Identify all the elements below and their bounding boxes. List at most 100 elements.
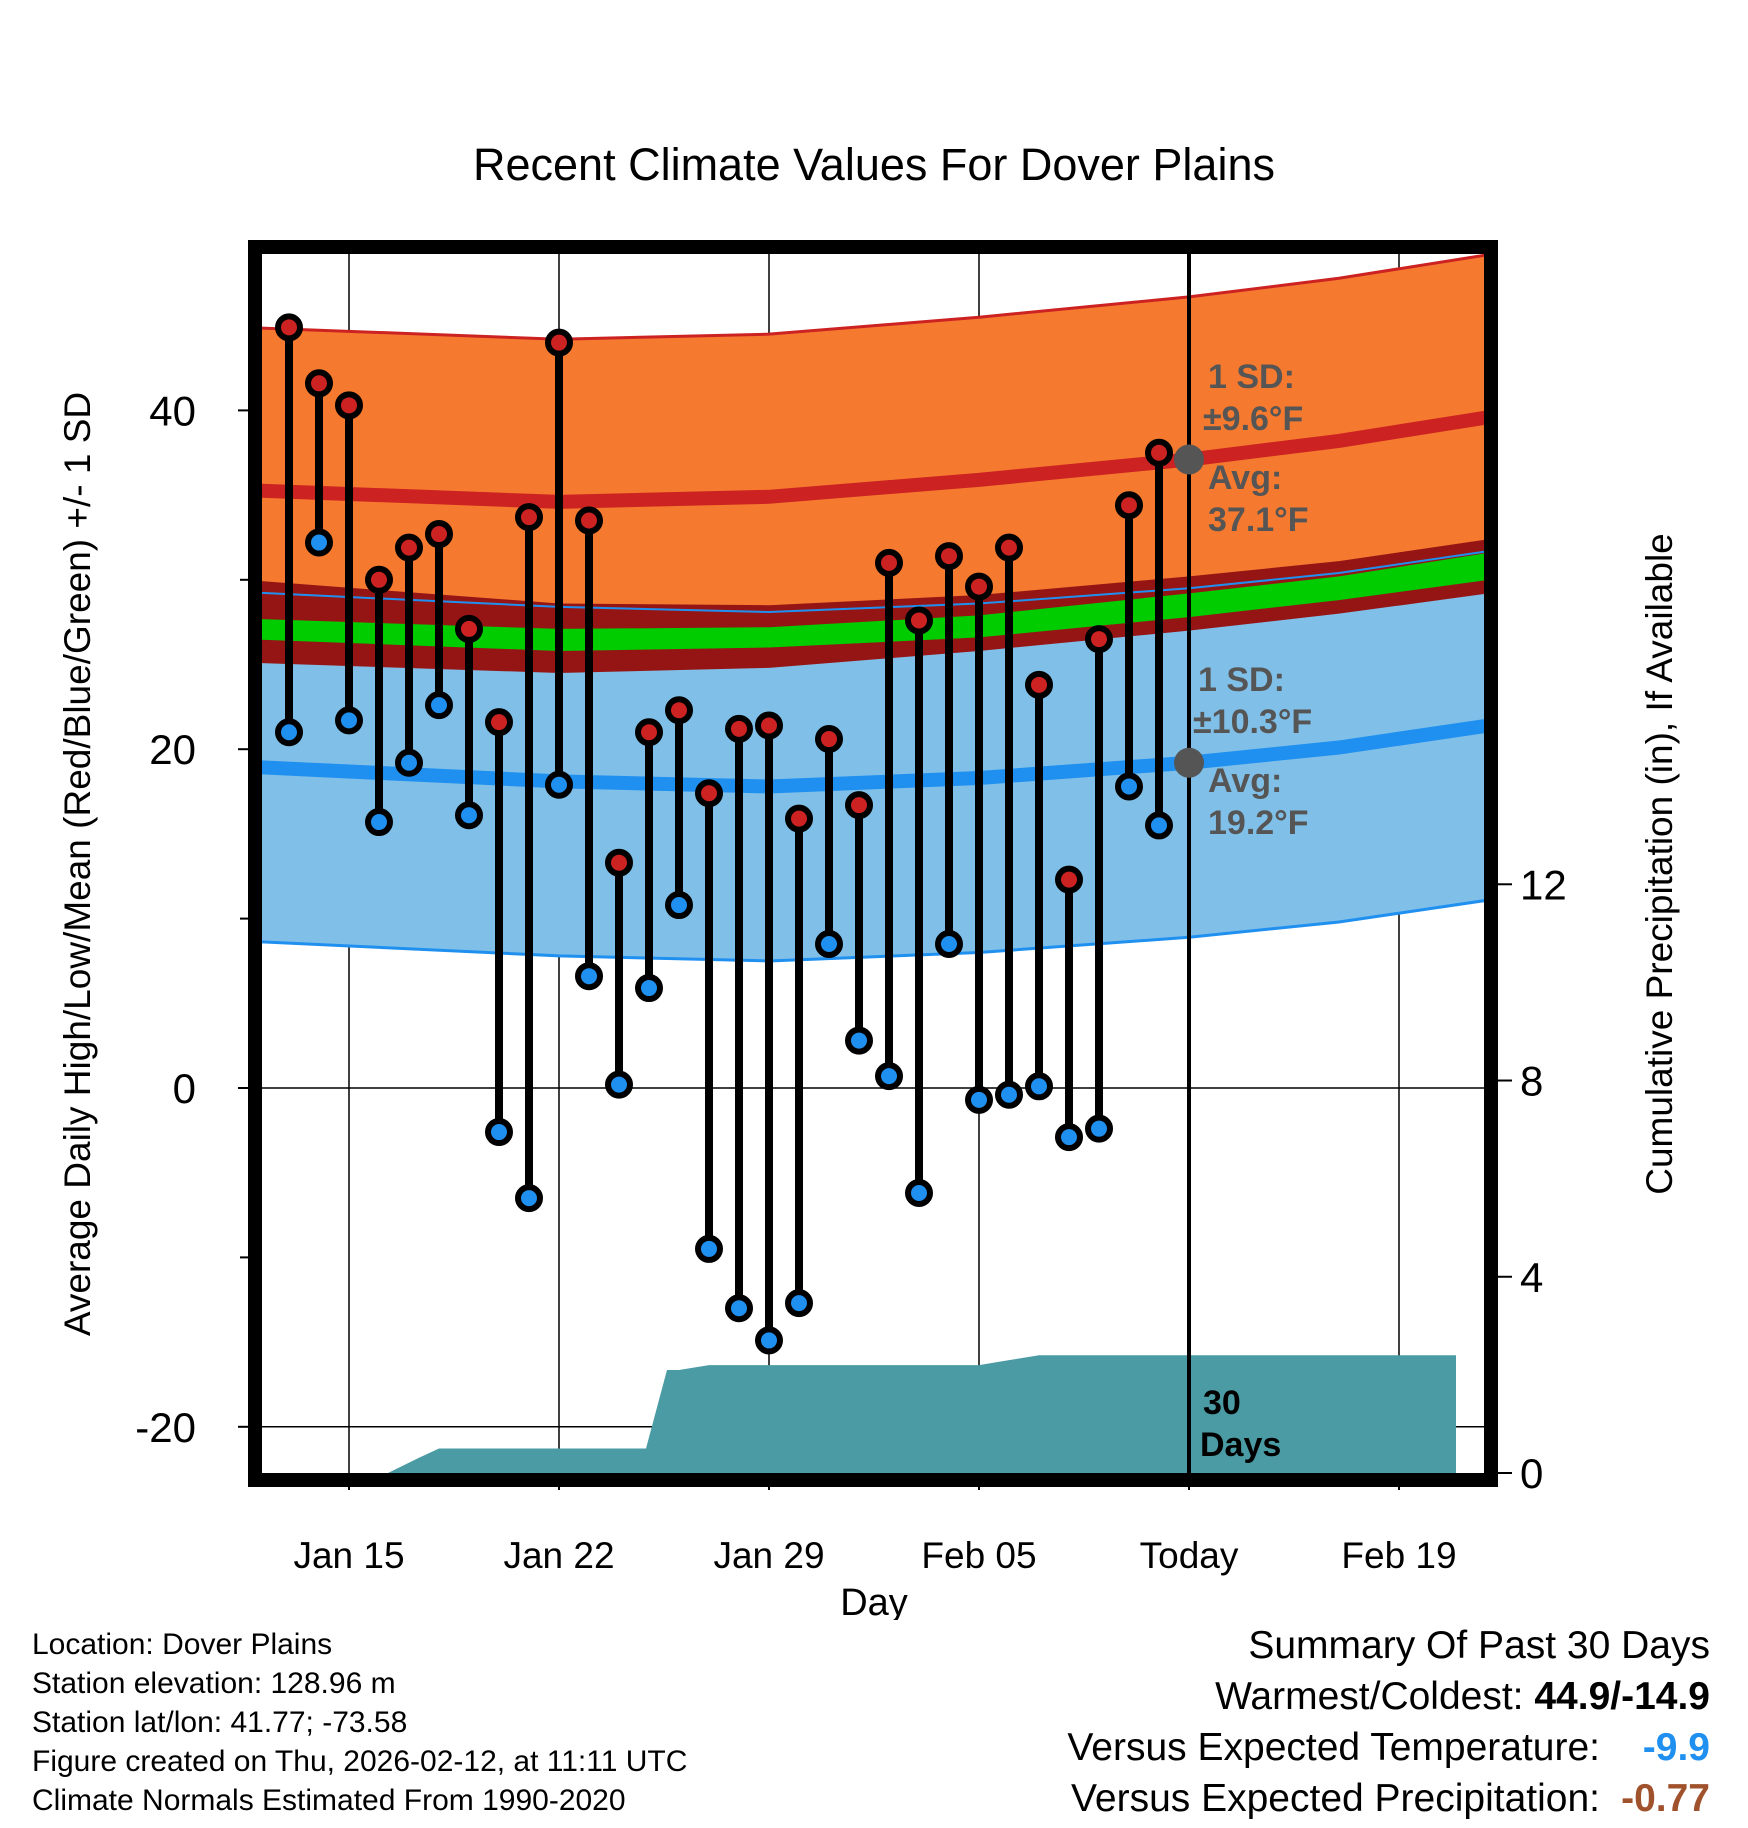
- high-point: [575, 506, 603, 535]
- high-point: [995, 533, 1023, 562]
- high-point: [1055, 865, 1083, 894]
- low-point: [605, 1070, 633, 1099]
- low-point: [1085, 1114, 1113, 1143]
- high-point: [335, 391, 363, 420]
- high-point: [395, 533, 423, 562]
- y-axis-label: Average Daily High/Low/Mean (Red/Blue/Gr…: [57, 392, 98, 1336]
- high-point: [305, 369, 333, 398]
- y-tick-label: 40: [149, 387, 196, 434]
- high-sd-band: [262, 255, 1484, 665]
- high-point: [725, 714, 753, 743]
- high-point: [965, 572, 993, 601]
- x-tick-label: Feb 05: [921, 1535, 1036, 1576]
- created-text: Figure created on Thu, 2026-02-12, at 11…: [32, 1745, 688, 1778]
- high-point: [635, 718, 663, 747]
- low-point: [455, 801, 483, 830]
- days-count-label: 30: [1203, 1384, 1241, 1422]
- versus-precip-row: Versus Expected Precipitation: -0.77: [1067, 1773, 1710, 1824]
- low-point: [1025, 1072, 1053, 1101]
- high-point: [605, 848, 633, 877]
- low-point: [365, 808, 393, 837]
- high-point: [275, 313, 303, 342]
- high-point: [515, 503, 543, 532]
- y2-tick-label: 4: [1520, 1254, 1543, 1301]
- high-point: [845, 791, 873, 820]
- low-point: [785, 1289, 813, 1318]
- versus-temp-value: -9.9: [1642, 1726, 1710, 1769]
- high-point: [935, 542, 963, 571]
- low-point: [425, 691, 453, 720]
- y-tick-label: 0: [173, 1065, 196, 1112]
- summary-panel: Summary Of Past 30 Days Warmest/Coldest:…: [1067, 1620, 1710, 1824]
- low-point: [665, 891, 693, 920]
- warmest-coldest-row: Warmest/Coldest: 44.9/-14.9: [1067, 1671, 1710, 1722]
- elevation-text: Station elevation: 128.96 m: [32, 1667, 396, 1700]
- high-point: [485, 708, 513, 737]
- y-tick-label: 20: [149, 726, 196, 773]
- summary-title: Summary Of Past 30 Days: [1248, 1624, 1710, 1667]
- station-metadata: Location: Dover Plains Station elevation…: [32, 1625, 687, 1820]
- low-point: [1115, 772, 1143, 801]
- high-point: [1025, 670, 1053, 699]
- versus-precip-value: -0.77: [1621, 1777, 1710, 1820]
- high-point: [785, 804, 813, 833]
- x-tick-label: Jan 15: [293, 1535, 404, 1576]
- y2-axis-label: Cumulative Precipitation (in), If Availa…: [1639, 533, 1680, 1195]
- high-point: [455, 614, 483, 643]
- high-point: [425, 520, 453, 549]
- high-point: [815, 725, 843, 754]
- low-point: [395, 748, 423, 777]
- low-point: [695, 1234, 723, 1263]
- high-point: [545, 328, 573, 357]
- low-point: [815, 930, 843, 959]
- y-tick-label: -20: [135, 1404, 196, 1451]
- normal-low-marker: [1174, 747, 1204, 778]
- data-marks: 1 SD: ±9.6°F Avg: 37.1°F 1 SD: ±10.3°F Avg: 19.…: [275, 254, 1312, 1473]
- low-sd-value: ±10.3°F: [1193, 703, 1312, 741]
- x-tick-label: Jan 29: [713, 1535, 824, 1576]
- high-point: [1085, 625, 1113, 654]
- high-point: [665, 696, 693, 725]
- low-point: [845, 1026, 873, 1055]
- plot-frame: [248, 240, 1498, 1487]
- high-point: [1145, 438, 1173, 467]
- low-point: [545, 770, 573, 799]
- y2-tick-label: 0: [1520, 1450, 1543, 1497]
- precip-area: [388, 1355, 1456, 1473]
- low-point: [725, 1294, 753, 1323]
- low-point: [875, 1062, 903, 1091]
- low-point: [575, 962, 603, 991]
- y2-tick-label: 12: [1520, 861, 1567, 908]
- low-point: [305, 528, 333, 557]
- low-sd-label: 1 SD:: [1198, 661, 1285, 699]
- high-point: [905, 606, 933, 635]
- high-point: [365, 565, 393, 594]
- low-avg-value: 19.2°F: [1208, 804, 1309, 842]
- y2-tick-label: 8: [1520, 1058, 1543, 1105]
- plot-area: [262, 254, 1484, 1473]
- low-point: [755, 1326, 783, 1355]
- x-tick-label: Today: [1140, 1535, 1239, 1576]
- x-tick-label: Feb 19: [1341, 1535, 1456, 1576]
- low-point: [965, 1085, 993, 1114]
- location-text: Location: Dover Plains: [32, 1628, 333, 1661]
- normal-high-marker: [1174, 444, 1204, 475]
- low-point: [275, 718, 303, 747]
- high-point: [695, 779, 723, 808]
- low-avg-label: Avg:: [1208, 762, 1282, 800]
- x-tick-label: Jan 22: [503, 1535, 614, 1576]
- low-point: [995, 1080, 1023, 1109]
- versus-temp-label: Versus Expected Temperature:: [1067, 1726, 1600, 1769]
- versus-temp-row: Versus Expected Temperature: -9.9: [1067, 1722, 1710, 1773]
- low-point: [485, 1118, 513, 1147]
- low-point: [1055, 1123, 1083, 1152]
- axes: Jan 15 Jan 22 Jan 29 Feb 05 Today Feb 19 -20 0 2…: [135, 387, 1566, 1576]
- high-avg-label: Avg:: [1208, 459, 1282, 497]
- days-word-label: Days: [1200, 1426, 1281, 1464]
- normals-text: Climate Normals Estimated From 1990-2020: [32, 1784, 626, 1817]
- climate-chart: Recent Climate Values For Dover Plains 1…: [57, 139, 1680, 1620]
- low-point: [635, 974, 663, 1003]
- high-point: [1115, 491, 1143, 520]
- chart-title: Recent Climate Values For Dover Plains: [473, 139, 1275, 190]
- high-sd-value: ±9.6°F: [1203, 400, 1303, 438]
